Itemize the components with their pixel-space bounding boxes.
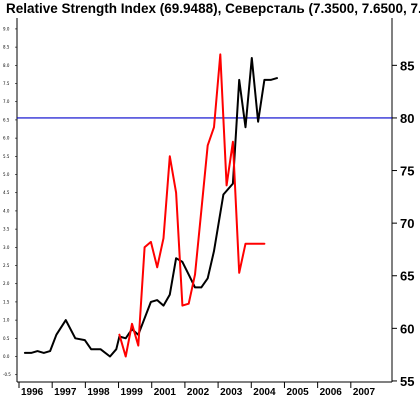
left-tick-label: 0.5: [3, 336, 10, 341]
left-tick-label: -0.5: [3, 372, 11, 377]
right-axis: 55 60 65 70 75 80 85: [392, 58, 414, 389]
right-tick-label: 55: [400, 374, 414, 389]
left-tick-label: 9.0: [3, 26, 10, 31]
right-tick-label: 75: [400, 164, 414, 179]
plot-frame: [16, 18, 393, 383]
right-tick-label: 80: [400, 111, 414, 126]
left-tick-label: 1.5: [3, 299, 10, 304]
rsi-series-line: [118, 53, 266, 358]
x-axis: 1996 1997 1998 1999 2001 2002 2003 2004 2005 2006…: [18, 382, 376, 398]
left-tick-label: 4.5: [3, 190, 10, 195]
left-tick-label: 7.5: [3, 81, 10, 86]
x-tick-label: 2006: [320, 387, 343, 398]
left-tick-label: 3.5: [3, 227, 10, 232]
x-tick-label: 2007: [353, 387, 376, 398]
x-tick-label: 1997: [54, 387, 77, 398]
left-axis: -0.5 0.0 0.5 1.0 1.5 2.0 2.5 3.0 3.5 4.0 4.5 5.0 5.5…: [3, 26, 17, 377]
x-tick-label: 2003: [220, 387, 243, 398]
x-tick-label: 2001: [154, 387, 177, 398]
left-tick-label: 1.0: [3, 318, 10, 323]
series-layer: [23, 53, 278, 358]
x-tick-label: 2005: [286, 387, 309, 398]
left-tick-label: 6.5: [3, 117, 10, 122]
left-tick-label: 5.0: [3, 172, 10, 177]
x-tick-label: 1998: [87, 387, 110, 398]
x-tick-label: 1999: [121, 387, 144, 398]
price-series-line: [23, 57, 278, 358]
chart-title: Relative Strength Index (69.9488), Север…: [6, 1, 420, 16]
left-tick-label: 0.0: [3, 354, 10, 359]
x-tick-label: 2002: [187, 387, 210, 398]
left-tick-label: 3.0: [3, 245, 10, 250]
left-tick-label: 5.5: [3, 154, 10, 159]
left-tick-label: 8.5: [3, 45, 10, 50]
right-tick-label: 70: [400, 216, 414, 231]
left-tick-label: 4.0: [3, 208, 10, 213]
right-tick-label: 65: [400, 269, 414, 284]
right-tick-label: 85: [400, 58, 414, 73]
left-tick-label: 8.0: [3, 63, 10, 68]
left-tick-label: 6.0: [3, 136, 10, 141]
left-tick-label: 2.5: [3, 263, 10, 268]
x-tick-label: 1996: [21, 387, 44, 398]
left-tick-label: 7.0: [3, 99, 10, 104]
x-tick-label: 2004: [253, 387, 276, 398]
right-tick-label: 60: [400, 321, 414, 336]
left-tick-label: 2.0: [3, 281, 10, 286]
